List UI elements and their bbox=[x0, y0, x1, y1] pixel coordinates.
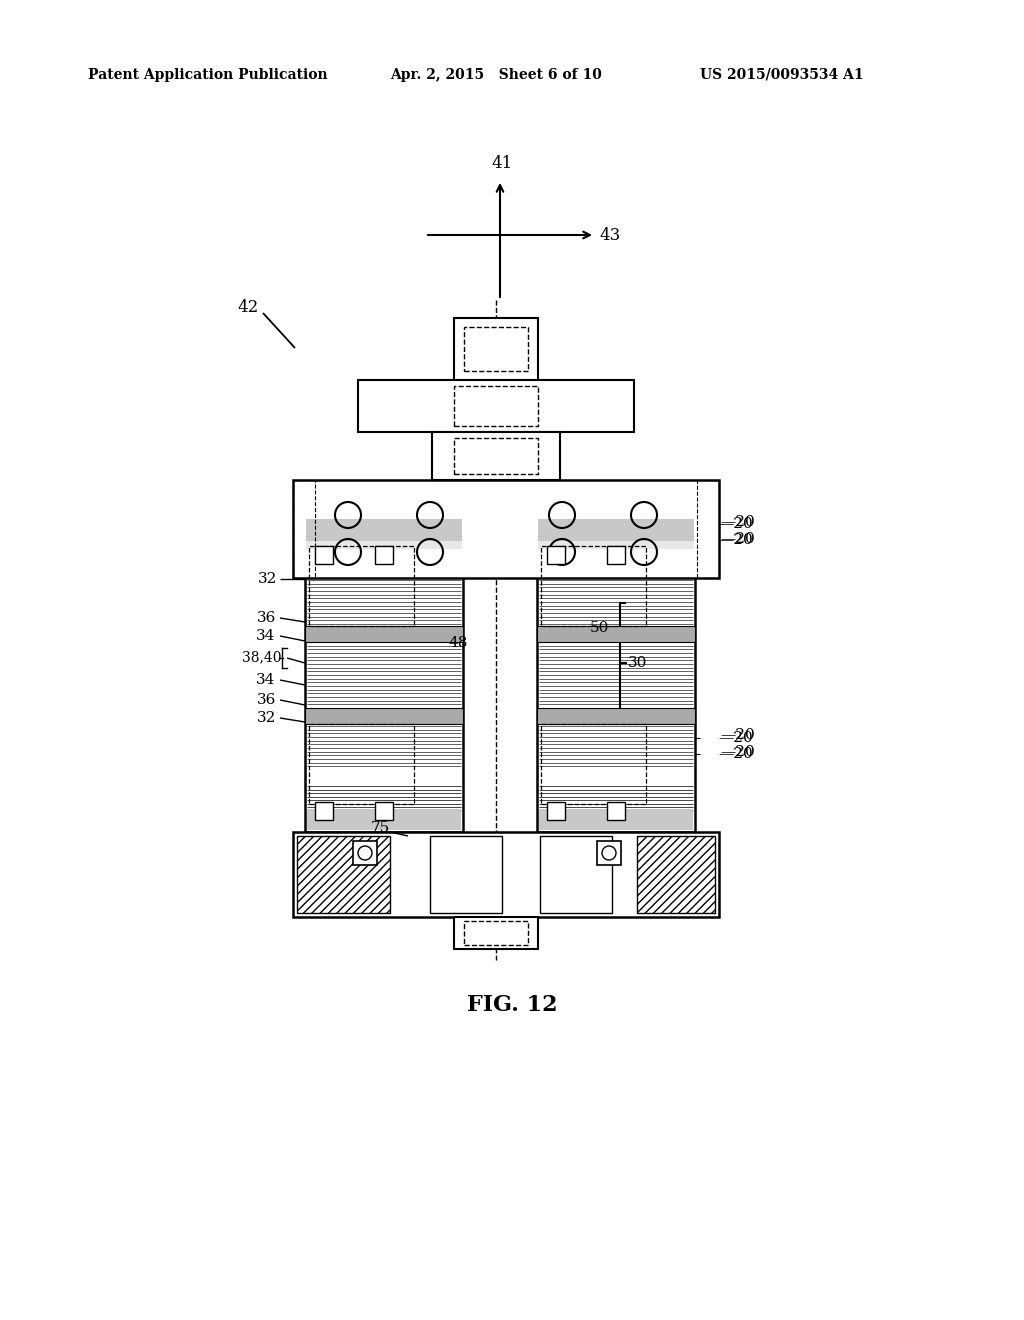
Text: 43: 43 bbox=[599, 227, 621, 243]
Bar bbox=[607, 546, 625, 564]
Bar bbox=[464, 327, 528, 371]
Bar bbox=[305, 517, 463, 832]
Text: FIG. 12: FIG. 12 bbox=[467, 994, 557, 1016]
Bar bbox=[315, 803, 333, 820]
Text: 30: 30 bbox=[629, 656, 648, 671]
Text: US 2015/0093534 A1: US 2015/0093534 A1 bbox=[700, 69, 863, 82]
Bar bbox=[375, 803, 393, 820]
Bar bbox=[306, 541, 462, 549]
Bar bbox=[315, 546, 333, 564]
Text: —20: —20 bbox=[718, 533, 753, 546]
Text: 34: 34 bbox=[256, 630, 275, 643]
Bar bbox=[607, 803, 625, 820]
Bar bbox=[454, 385, 538, 426]
Bar bbox=[454, 438, 538, 474]
Bar bbox=[464, 921, 528, 945]
Bar bbox=[637, 836, 715, 913]
Bar bbox=[697, 480, 719, 578]
Text: 41: 41 bbox=[492, 154, 513, 172]
Text: —20: —20 bbox=[720, 532, 755, 546]
Bar bbox=[432, 432, 560, 480]
Text: —20: —20 bbox=[720, 515, 755, 529]
Text: Patent Application Publication: Patent Application Publication bbox=[88, 69, 328, 82]
Text: 34: 34 bbox=[256, 673, 275, 686]
Bar bbox=[306, 519, 462, 541]
Bar bbox=[358, 380, 634, 432]
Bar bbox=[537, 708, 695, 723]
Bar bbox=[547, 803, 565, 820]
Bar bbox=[538, 519, 694, 541]
Text: 36: 36 bbox=[257, 693, 276, 708]
Text: 75: 75 bbox=[371, 821, 389, 836]
Bar bbox=[454, 917, 538, 949]
Text: 48: 48 bbox=[449, 636, 468, 649]
Bar bbox=[540, 836, 612, 913]
Bar bbox=[375, 546, 393, 564]
Text: 32: 32 bbox=[258, 572, 278, 586]
Bar bbox=[537, 517, 695, 832]
Bar bbox=[293, 832, 719, 917]
Text: Apr. 2, 2015   Sheet 6 of 10: Apr. 2, 2015 Sheet 6 of 10 bbox=[390, 69, 602, 82]
Text: 38,40: 38,40 bbox=[243, 649, 282, 664]
Bar bbox=[538, 541, 694, 549]
Bar bbox=[305, 708, 463, 723]
Text: 42: 42 bbox=[238, 300, 259, 317]
Bar bbox=[309, 723, 414, 804]
Text: —20: —20 bbox=[718, 731, 753, 744]
Text: —20: —20 bbox=[718, 747, 753, 762]
Text: —20: —20 bbox=[718, 517, 753, 531]
Text: 36: 36 bbox=[257, 611, 276, 624]
Bar bbox=[547, 546, 565, 564]
Bar bbox=[541, 546, 646, 626]
Text: —20: —20 bbox=[720, 744, 755, 759]
Bar bbox=[307, 809, 461, 830]
Text: 50: 50 bbox=[590, 620, 608, 635]
Bar bbox=[353, 841, 377, 865]
Bar bbox=[297, 836, 390, 913]
Bar bbox=[305, 626, 463, 642]
Bar bbox=[454, 318, 538, 380]
Bar bbox=[293, 480, 315, 578]
Bar bbox=[537, 626, 695, 642]
Bar bbox=[293, 480, 719, 578]
Text: —20: —20 bbox=[720, 729, 755, 742]
Bar bbox=[539, 809, 693, 830]
Bar bbox=[430, 836, 502, 913]
Text: 32: 32 bbox=[257, 711, 276, 725]
Bar bbox=[541, 723, 646, 804]
Bar bbox=[597, 841, 621, 865]
Bar bbox=[309, 546, 414, 626]
